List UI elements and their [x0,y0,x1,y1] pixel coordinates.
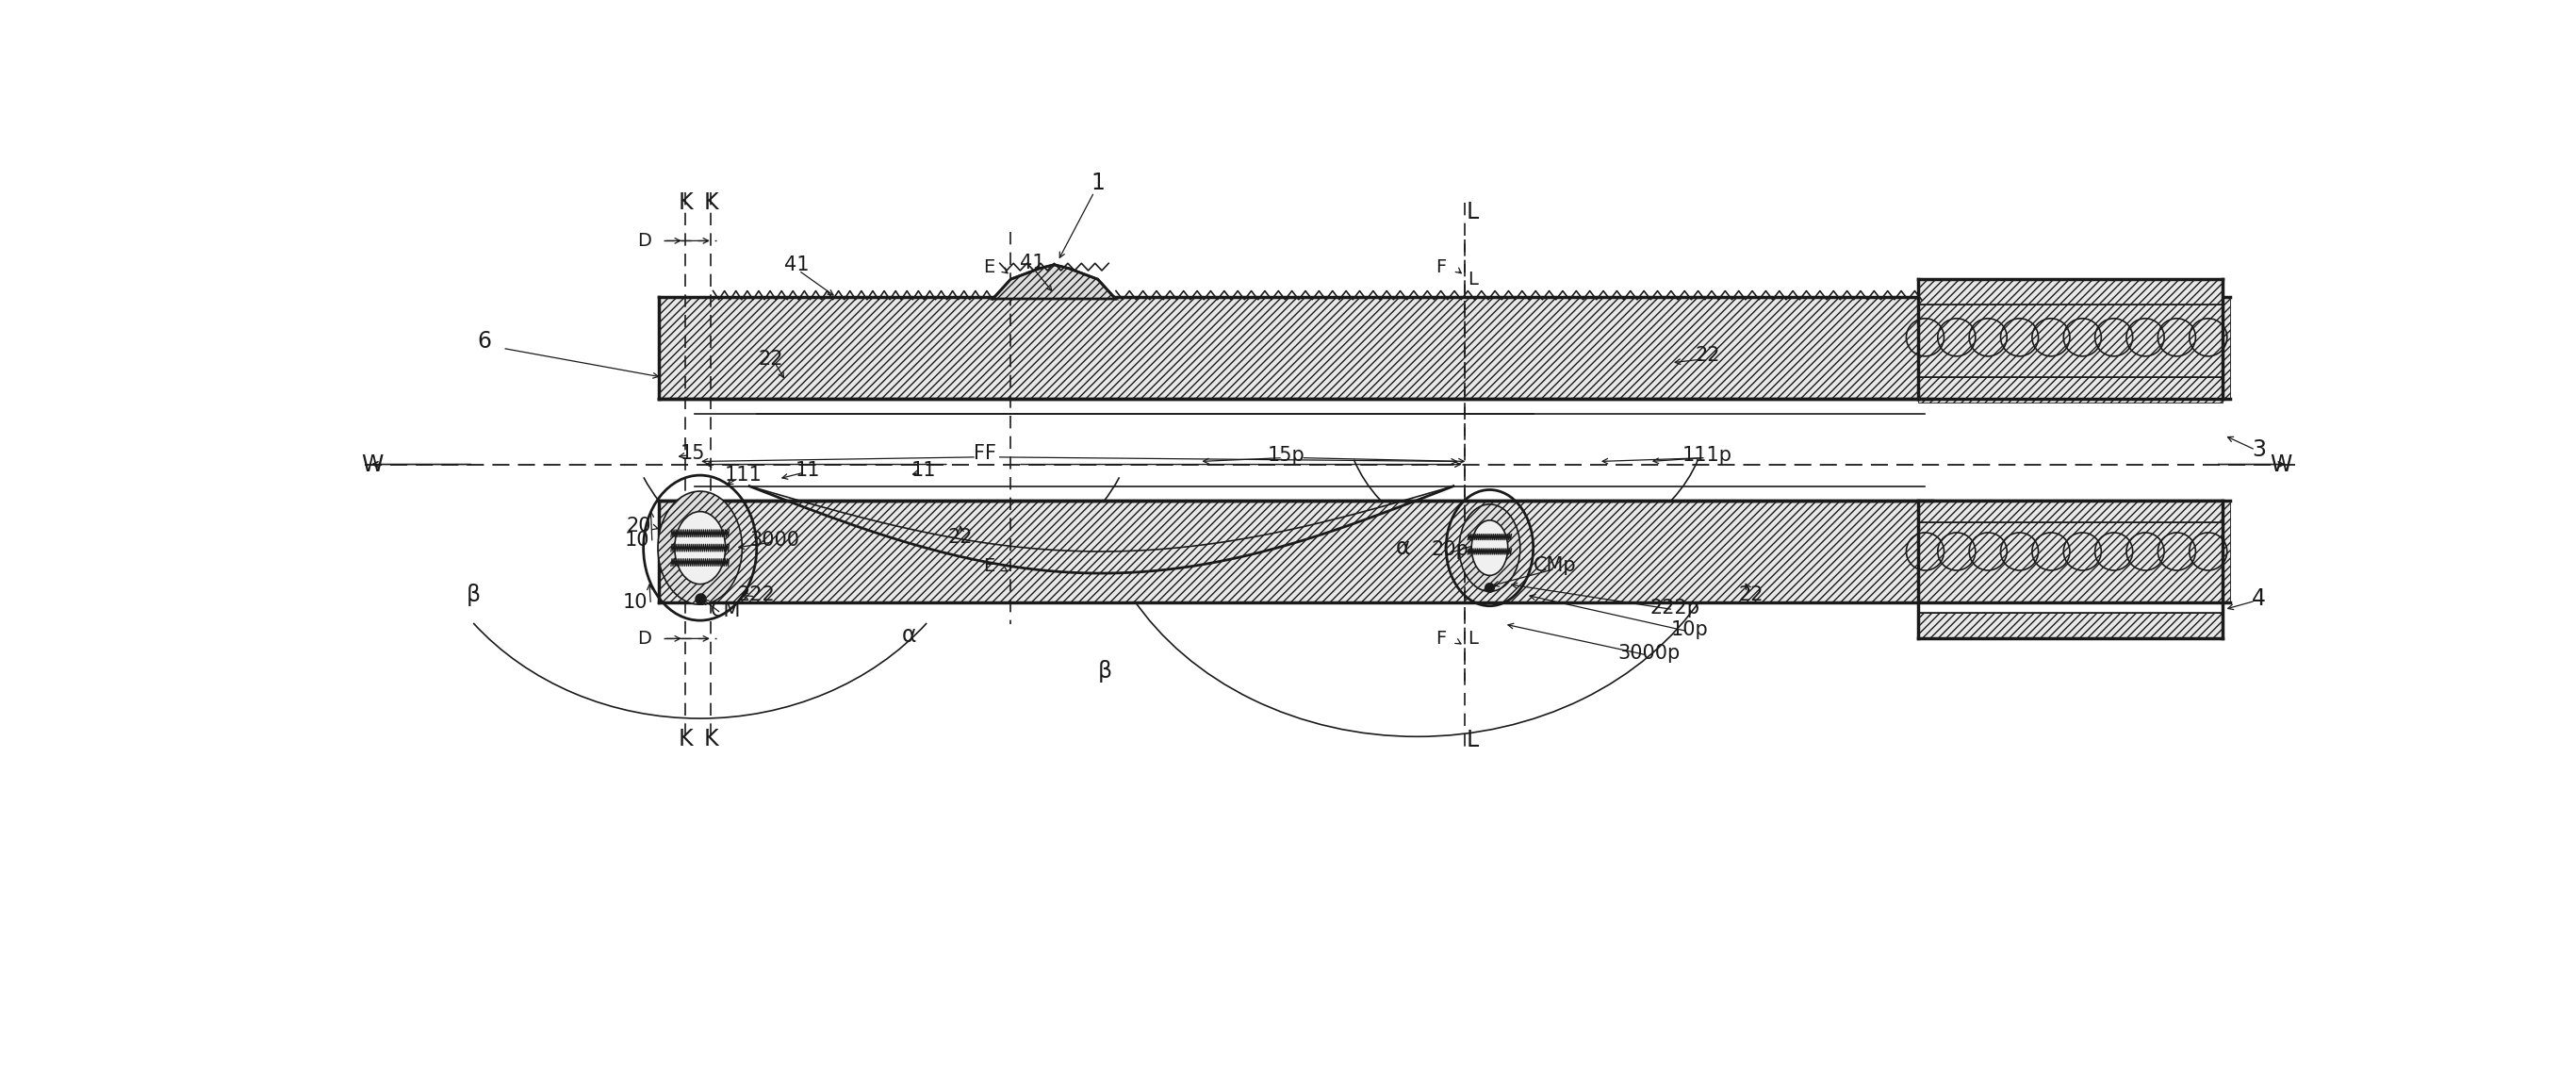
Text: 222: 222 [737,586,775,604]
Bar [659,298,2231,399]
Text: E: E [984,557,994,575]
Text: F: F [1435,629,1445,648]
Text: E: E [984,258,994,276]
Polygon shape [992,265,1115,299]
Text: 22: 22 [948,527,971,547]
Text: 22: 22 [1739,586,1765,604]
Text: 11: 11 [912,461,935,479]
Text: 22: 22 [760,350,783,368]
Text: 10: 10 [623,532,649,550]
Text: 4: 4 [2251,587,2267,610]
Text: 6: 6 [477,329,492,352]
Text: 111: 111 [724,466,762,485]
Ellipse shape [675,512,726,584]
Text: D: D [636,232,652,250]
Text: 10p: 10p [1669,621,1708,639]
Text: β: β [466,584,482,607]
Bar [1919,613,2223,638]
Text: α: α [1396,537,1409,559]
Ellipse shape [1471,521,1507,575]
Bar [1919,279,2223,304]
Text: 22: 22 [1695,346,1721,365]
Text: 111p: 111p [1682,447,1734,465]
Text: K: K [677,191,693,214]
Text: α: α [902,624,917,647]
Text: W: W [2269,453,2293,476]
Text: F: F [1435,258,1445,276]
Text: L: L [1468,629,1479,648]
Text: 41: 41 [783,255,809,274]
Text: 222p: 222p [1649,599,1700,617]
Text: D: D [636,629,652,648]
Text: CMp: CMp [1533,557,1577,575]
Text: L: L [1468,271,1479,288]
Ellipse shape [657,491,742,604]
Text: 1: 1 [1090,172,1105,193]
Text: FF: FF [974,445,997,463]
Text: L: L [1466,729,1479,751]
Text: 41: 41 [1020,254,1046,273]
Text: K: K [703,191,719,214]
Text: W: W [361,453,384,476]
Text: 20p: 20p [1432,540,1468,560]
Ellipse shape [1458,504,1520,591]
Text: 10: 10 [623,592,647,612]
Text: CM: CM [711,601,742,621]
Bar [659,501,2231,602]
Text: 11: 11 [796,461,819,479]
Text: 20: 20 [626,516,652,536]
Text: K: K [677,727,693,750]
Bar [1919,377,2223,402]
Text: 3: 3 [2251,438,2267,461]
Text: 15p: 15p [1267,447,1306,465]
Text: K: K [703,727,719,750]
Text: 15: 15 [680,445,706,463]
Bar [1919,501,2223,523]
Text: β: β [1097,660,1113,683]
Text: 3000p: 3000p [1618,644,1680,663]
Text: 3000: 3000 [750,532,799,550]
Text: L: L [1466,201,1479,224]
